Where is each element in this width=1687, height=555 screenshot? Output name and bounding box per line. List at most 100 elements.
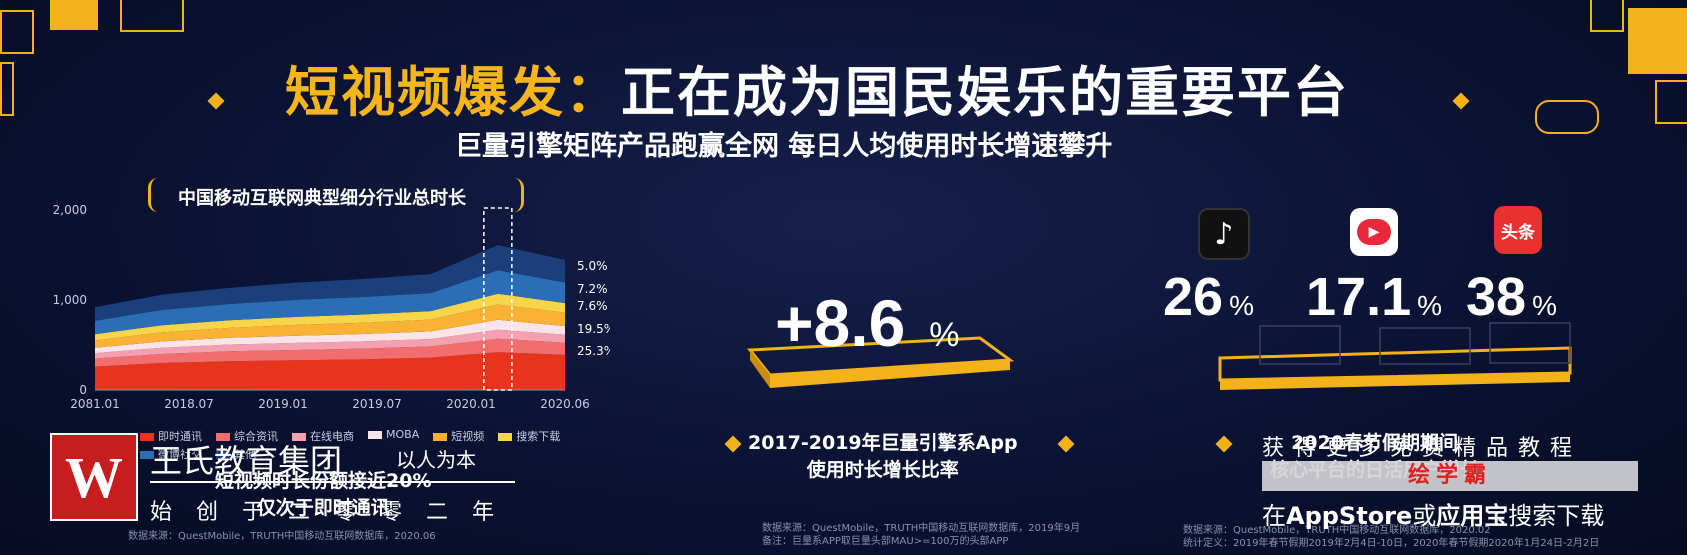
- corner-block-top-left: [50, 0, 98, 30]
- org-since: 始创于二零零二年: [150, 500, 519, 525]
- stack-labels: 5.0% 7.2% 7.6% 19.5% 25.3%: [577, 259, 610, 358]
- y-tick-label: 1,000: [53, 293, 87, 307]
- legend-label: 搜索下载: [516, 430, 561, 443]
- legend-swatch: [216, 451, 230, 459]
- area-series: [95, 319, 565, 354]
- legend-item: 其他: [216, 446, 256, 462]
- diamond-icon: [207, 92, 225, 110]
- diamond-icon: [1452, 92, 1470, 110]
- stack-label: 19.5%: [577, 322, 610, 336]
- diamond-icon: [724, 435, 742, 453]
- legend-label: 微博社交: [158, 448, 202, 461]
- center-stat-unit: %: [929, 316, 960, 354]
- center-source: 数据来源：QuestMobile，TRUTH中国移动互联网数据库，2019年9月…: [762, 523, 1081, 547]
- center-caption: 2017-2019年巨量引擎系App 使用时长增长比率: [748, 428, 1018, 482]
- x-axis: 2081.01 2018.07 2019.01 2019.07 2020.01 2020.…: [70, 397, 590, 411]
- diamond-icon: [1215, 435, 1233, 453]
- center-caption-line2: 使用时长增长比率: [806, 459, 959, 481]
- chart-caption: 短视频时长份额接近20% 仅次于即时通讯: [215, 466, 431, 520]
- legend-swatch: [292, 433, 306, 441]
- legend-swatch: [433, 433, 448, 441]
- legend-swatch: [140, 433, 154, 441]
- legend-swatch: [216, 433, 230, 441]
- chart-title: 中国移动互联网典型细分行业总时长: [178, 188, 466, 209]
- frame-line-left: [0, 10, 34, 54]
- area-series: [95, 270, 565, 335]
- chart-caption-line2: 仅次于即时通讯: [256, 497, 390, 519]
- center-stat-value: +8.6%: [775, 285, 960, 361]
- area-series: [95, 352, 565, 390]
- legend-label: 短视频: [451, 430, 485, 443]
- legend-item: MOBA: [368, 428, 419, 444]
- y-tick-label: 2,000: [53, 203, 87, 217]
- highlight-box: [483, 207, 513, 391]
- stack-label: 7.6%: [577, 299, 608, 313]
- legend-label: 在线电商: [310, 430, 354, 443]
- xigua-stat: 17.1%: [1306, 267, 1443, 327]
- toutiao-stat: 38%: [1466, 267, 1557, 327]
- frame-line-right: [1590, 0, 1624, 32]
- frame-line-right-2: [1655, 80, 1687, 124]
- area-series: [95, 304, 565, 348]
- page-subtitle: 巨量引擎矩阵产品跑赢全网 每日人均使用时长增速攀升: [455, 131, 1113, 162]
- center-caption-line1: 2017-2019年巨量引擎系App: [748, 432, 1018, 454]
- corner-block-top-right: [1628, 8, 1687, 74]
- legend-item: 微博社交: [140, 446, 202, 462]
- controller-icon: [1535, 100, 1599, 134]
- stack-label: 7.2%: [577, 282, 608, 296]
- chart-source: 数据来源：QuestMobile，TRUTH中国移动互联网数据库，2020.06: [128, 531, 436, 542]
- legend-item: 在线电商: [292, 428, 354, 444]
- x-tick-label: 2020.01: [446, 397, 496, 411]
- diamond-icon: [1057, 435, 1075, 453]
- org-slogan: 以人为本: [396, 448, 476, 472]
- center-platform: [747, 336, 1015, 388]
- x-tick-label: 2019.01: [258, 397, 308, 411]
- right-source: 数据来源：QuestMobile，TRUTH中国移动互联网数据库，2020.02…: [1183, 525, 1600, 549]
- org-name: 王氏教育集团: [150, 442, 343, 480]
- legend-swatch: [368, 431, 382, 439]
- stack-label: 25.3%: [577, 344, 610, 358]
- legend-label: 其他: [234, 448, 256, 461]
- promo-line2: 在AppStore或应用宝搜索下载: [1262, 502, 1605, 530]
- center-stat-number: +8.6: [775, 286, 906, 360]
- legend-item: 即时通讯: [140, 428, 202, 444]
- y-tick-label: 0: [79, 383, 87, 397]
- douyin-stat: 26%: [1163, 267, 1254, 327]
- area-series: [95, 293, 565, 341]
- area-series: [95, 245, 565, 321]
- right-platform: [1218, 322, 1572, 390]
- promo-brand: 绘学霸: [1262, 461, 1638, 491]
- x-tick-label: 2020.06: [540, 397, 590, 411]
- legend-item: 综合资讯: [216, 428, 278, 444]
- page-title: 短视频爆发：正在成为国民娱乐的重要平台: [285, 48, 1349, 127]
- legend-item: 短视频: [433, 428, 484, 444]
- promo-line1: 获得更多免费精品教程: [1262, 436, 1583, 461]
- area-series: [95, 329, 565, 359]
- chart-heading-box: [148, 178, 524, 212]
- area-chart: 0 1,000 2,000 2081.01 2018.07 2019.01 2019.07…: [53, 203, 610, 411]
- area-series: [95, 338, 565, 367]
- title-rest: 正在成为国民娱乐的重要平台: [621, 61, 1349, 124]
- legend-swatch: [498, 433, 513, 441]
- x-tick-label: 2019.07: [352, 397, 402, 411]
- stack-label: 5.0%: [577, 259, 608, 273]
- y-axis: 0 1,000 2,000: [53, 203, 87, 397]
- legend-item: 搜索下载: [498, 428, 560, 444]
- legend-label: 综合资讯: [234, 430, 278, 443]
- x-tick-label: 2081.01: [70, 397, 120, 411]
- legend-label: 即时通讯: [158, 430, 202, 443]
- legend: 即时通讯 综合资讯 在线电商 MOBA 短视频 搜索下载微博社交 其他: [140, 428, 590, 462]
- wangshi-logo: W: [50, 433, 138, 521]
- toutiao-icon: 头条: [1494, 206, 1542, 254]
- title-accent: 短视频爆发：: [285, 61, 621, 124]
- xigua-icon: ▶: [1350, 208, 1398, 256]
- legend-label: MOBA: [386, 428, 420, 441]
- frame-line-left-2: [0, 62, 14, 116]
- douyin-icon: ♪: [1198, 208, 1250, 260]
- x-tick-label: 2018.07: [164, 397, 214, 411]
- watermark-divider: [150, 481, 515, 483]
- chart-areas: [95, 245, 565, 391]
- frame-line-top-left: [120, 0, 184, 32]
- right-caption-line1: 2020春节假期期间: [1291, 432, 1458, 454]
- legend-swatch: [140, 451, 154, 459]
